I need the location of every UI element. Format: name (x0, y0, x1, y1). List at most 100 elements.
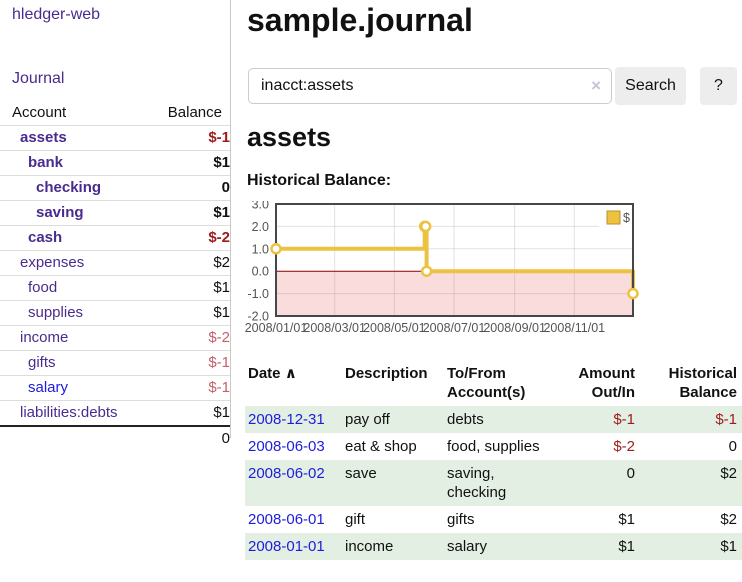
account-balance: $-2 (140, 225, 230, 251)
transaction-description: eat & shop (345, 438, 417, 455)
clear-search-icon[interactable]: × (591, 76, 601, 95)
search-button[interactable]: Search (615, 67, 686, 105)
sidebar: hledger-web Journal Account Balance asse… (0, 0, 231, 451)
transaction-amount: $1 (618, 511, 635, 528)
account-link[interactable]: checking (36, 179, 102, 196)
account-row: saving $1 (0, 200, 230, 226)
transaction-amount: $1 (618, 538, 635, 555)
account-balance: $-1 (140, 125, 230, 151)
transaction-date-link[interactable]: 2008-06-03 (248, 438, 325, 455)
x-axis-tick-label: 2008/05/01 (363, 321, 426, 335)
accounts-table: Account Balance assets $-1 bank $1 checking 0… (0, 101, 230, 451)
transaction-row: 2008-12-31 pay off debts $-1 $-1 (245, 406, 742, 433)
sort-ascending-icon: ∧ (284, 365, 297, 382)
account-row: assets $-1 (0, 125, 230, 151)
transaction-accounts: gifts (447, 511, 475, 528)
help-button[interactable]: ? (700, 67, 737, 105)
y-axis-tick-label: 1.0 (252, 242, 269, 256)
balance-column-header-register: Historical Balance (668, 365, 737, 401)
account-balance: $1 (140, 150, 230, 176)
account-row: food $1 (0, 275, 230, 301)
negative-region-fill (276, 271, 633, 316)
account-row: checking 0 (0, 175, 230, 201)
historical-balance-chart: 3.0 2.0 1.0 0.0 -1.0 -2.0 2008/01/01 2008/03/01… (245, 198, 685, 341)
register-header-row: Date ∧ Description To/From Account(s) Am… (245, 360, 742, 406)
accounts-total-row: 0 (0, 425, 230, 451)
account-row: liabilities:debts $1 (0, 400, 230, 426)
transaction-amount: $-2 (613, 438, 635, 455)
account-link[interactable]: expenses (20, 254, 85, 271)
balance-column-header: Balance (167, 104, 222, 121)
account-row: salary $-1 (0, 375, 230, 401)
account-link[interactable]: liabilities:debts (20, 404, 118, 421)
page-title: sample.journal (247, 2, 473, 38)
transaction-date-link[interactable]: 2008-06-01 (248, 511, 325, 528)
data-point-marker (419, 220, 432, 233)
accounts-header-row: Account Balance (0, 101, 230, 126)
legend-label: $ (623, 211, 630, 225)
data-point-marker (270, 243, 282, 255)
account-link[interactable]: gifts (28, 354, 56, 371)
account-balance: $1 (140, 300, 230, 326)
description-column-header: Description (345, 365, 428, 382)
account-link[interactable]: cash (28, 229, 63, 246)
data-point-marker (420, 265, 433, 277)
transaction-row: 2008-06-02 save saving, checking 0 $2 (245, 460, 742, 506)
transaction-balance: $2 (720, 465, 737, 482)
account-link[interactable]: income (20, 329, 69, 346)
account-link[interactable]: saving (36, 204, 84, 221)
legend-swatch (606, 210, 621, 225)
account-column-header: Account (12, 104, 67, 121)
data-point-marker (627, 287, 639, 300)
transaction-date-link[interactable]: 2008-06-02 (248, 465, 325, 482)
transaction-description: pay off (345, 411, 390, 428)
transaction-accounts: debts (447, 411, 484, 428)
account-row: bank $1 (0, 150, 230, 176)
account-link[interactable]: salary (28, 379, 69, 396)
sidebar-item-journal[interactable]: Journal (12, 70, 65, 87)
register-table: Date ∧ Description To/From Account(s) Am… (245, 360, 742, 560)
account-row: expenses $2 (0, 250, 230, 276)
transaction-date-link[interactable]: 2008-12-31 (248, 411, 325, 428)
account-link[interactable]: bank (28, 154, 64, 171)
y-axis-tick-label: 3.0 (252, 201, 269, 212)
account-balance: $2 (140, 250, 230, 276)
date-column-header[interactable]: Date ∧ (245, 360, 342, 406)
x-axis-tick-label: 2008/07/01 (423, 321, 486, 335)
search-input[interactable] (249, 69, 611, 103)
x-axis-tick-label: 2008/11/01 (543, 321, 605, 335)
account-balance: $-2 (140, 325, 230, 351)
account-balance: $1 (140, 200, 230, 226)
account-balance: $1 (140, 275, 230, 301)
transaction-amount: 0 (626, 465, 635, 482)
transaction-balance: 0 (728, 438, 737, 455)
y-axis-tick-label: 0.0 (252, 265, 269, 279)
main-content: sample.journal × Search ? assets Histori… (245, 0, 742, 582)
account-balance: $-1 (140, 350, 230, 376)
transaction-description: income (345, 538, 394, 555)
transaction-row: 2008-06-03 eat & shop food, supplies $-2 0 (245, 433, 742, 460)
transaction-date-link[interactable]: 2008-01-01 (248, 538, 325, 555)
account-link[interactable]: supplies (28, 304, 84, 321)
transaction-description: gift (345, 511, 366, 528)
register-table-body: 2008-12-31 pay off debts $-1 $-1 2008-06-03 ea… (245, 406, 742, 560)
transaction-row: 2008-06-01 gift gifts $1 $2 (245, 506, 742, 533)
accounts-column-header: To/From Account(s) (447, 365, 526, 401)
search-row: × Search ? (245, 67, 742, 105)
search-box: × (248, 68, 612, 104)
transaction-amount: $-1 (613, 411, 635, 428)
transaction-balance: $2 (720, 511, 737, 528)
x-axis-tick-label: 2008/01/01 (245, 321, 307, 335)
account-link[interactable]: assets (20, 129, 67, 146)
account-heading: assets (247, 122, 332, 152)
app-title-link[interactable]: hledger-web (12, 6, 101, 23)
account-balance: $-1 (140, 375, 230, 401)
account-row: income $-2 (0, 325, 230, 351)
account-balance: $1 (140, 400, 230, 426)
account-link[interactable]: food (28, 279, 58, 296)
account-balance: 0 (140, 175, 230, 201)
transaction-row: 2008-01-01 income salary $1 $1 (245, 533, 742, 560)
transaction-accounts: salary (447, 538, 488, 555)
account-row: supplies $1 (0, 300, 230, 326)
x-axis-tick-label: 2008/09/01 (483, 321, 546, 335)
